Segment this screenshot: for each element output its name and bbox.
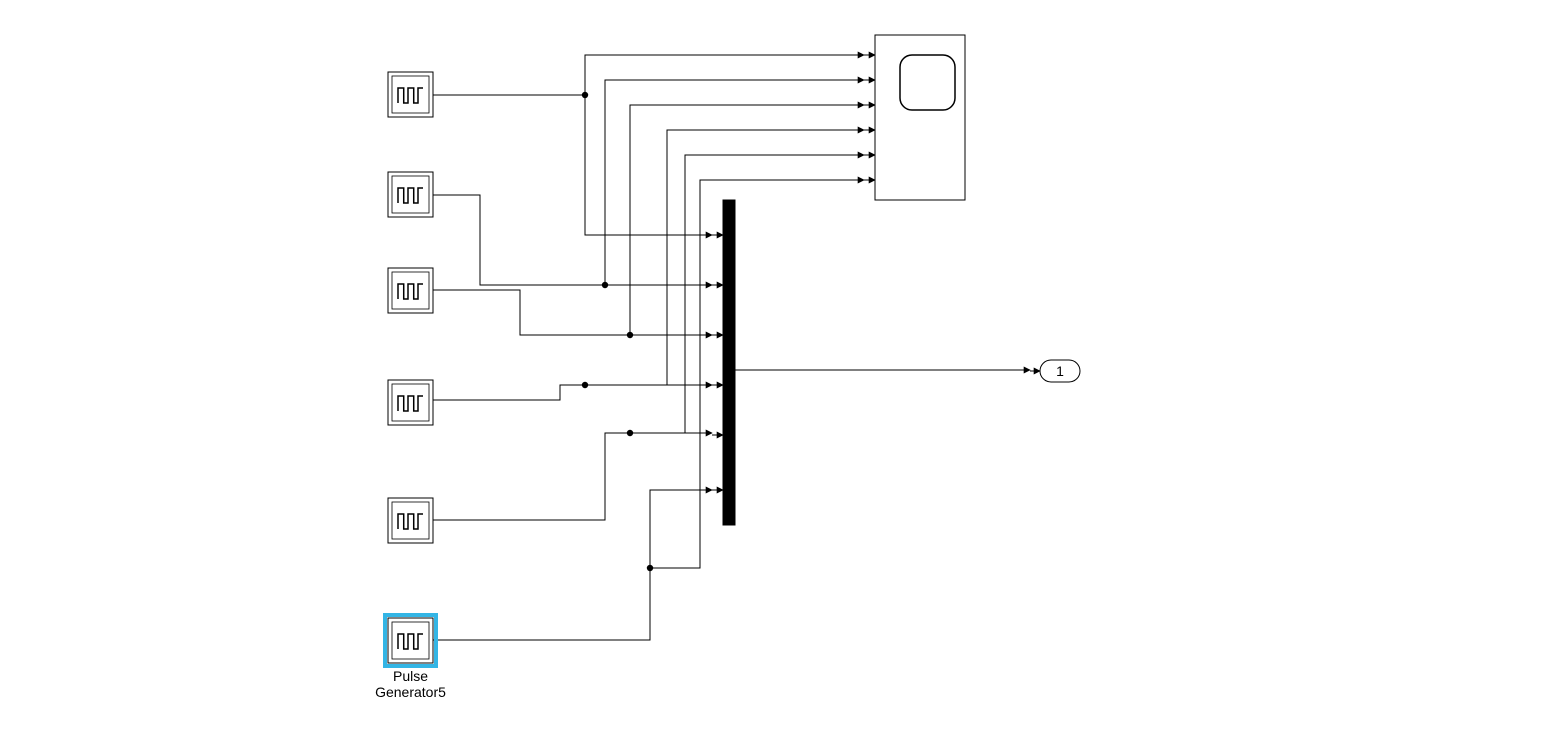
simulink-canvas[interactable]: PulseGenerator5 1: [0, 0, 1543, 755]
pulse-generator-block[interactable]: [388, 268, 433, 313]
signal-junction: [582, 92, 588, 98]
signal-line[interactable]: [433, 385, 712, 400]
pulse-generator-block[interactable]: [388, 380, 433, 425]
pulse-generator-block[interactable]: [388, 72, 433, 117]
block-label: Generator5: [375, 684, 446, 700]
signal-line[interactable]: [585, 55, 864, 95]
scope-block[interactable]: [864, 35, 965, 200]
signal-junction: [647, 565, 653, 571]
outport-label: 1: [1056, 363, 1064, 379]
signal-line[interactable]: [433, 95, 712, 235]
signal-line[interactable]: [433, 433, 712, 520]
signal-line[interactable]: [433, 195, 712, 285]
signal-line[interactable]: [433, 490, 712, 640]
signal-line[interactable]: [650, 180, 864, 568]
block-label: Pulse: [393, 668, 428, 684]
pulse-generator-block[interactable]: PulseGenerator5: [375, 615, 446, 700]
outport-block[interactable]: 1: [1030, 360, 1080, 382]
signal-line[interactable]: [630, 155, 864, 433]
pulse-generator-block[interactable]: [388, 498, 433, 543]
signal-line[interactable]: [433, 290, 712, 335]
signal-line[interactable]: [630, 105, 864, 335]
signal-junction: [582, 382, 588, 388]
mux-block[interactable]: [712, 200, 735, 525]
pulse-generator-block[interactable]: [388, 172, 433, 217]
signal-junction: [602, 282, 608, 288]
signal-junction: [627, 430, 633, 436]
signal-junction: [627, 332, 633, 338]
